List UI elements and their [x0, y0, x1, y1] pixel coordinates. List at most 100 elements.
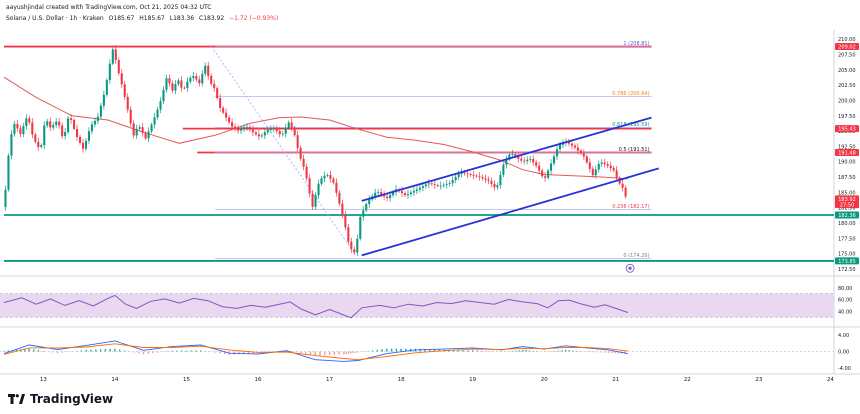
rsi-level-label: 60.00: [838, 298, 852, 304]
candle-body: [186, 81, 189, 88]
candle-body: [555, 149, 559, 157]
macd-line: [3, 340, 628, 362]
tradingview-logo-icon: [8, 394, 25, 404]
candle-body: [177, 80, 180, 85]
candle-body: [460, 172, 463, 174]
candle-body: [195, 76, 198, 80]
candle-body: [544, 176, 547, 178]
candle-body: [117, 60, 120, 74]
price-tag-label: 209.02: [838, 45, 856, 51]
candle-body: [251, 129, 254, 133]
price-tag: [835, 43, 859, 51]
candle-body: [99, 105, 102, 117]
x-tick-label: 20: [541, 377, 548, 383]
candle-body: [305, 166, 308, 179]
candle-body: [448, 183, 451, 184]
candle-body: [126, 96, 129, 110]
y-tick-label: 192.50: [838, 144, 856, 150]
macd-histogram-bar: [76, 351, 78, 352]
candle-body: [469, 174, 472, 175]
candle-body: [228, 117, 231, 123]
candle-body: [585, 156, 588, 163]
candle-body: [10, 134, 13, 156]
fib-level-label: 0 (174.20): [623, 253, 649, 259]
macd-histogram-bar: [252, 351, 254, 354]
candle-body: [463, 172, 466, 174]
x-tick-label: 15: [183, 377, 190, 383]
candle-body: [535, 162, 538, 166]
candle-body: [290, 122, 293, 128]
macd-histogram-bar: [99, 349, 102, 352]
candle-body: [386, 196, 389, 199]
candle-body: [362, 210, 365, 217]
candle-body: [105, 80, 108, 95]
macd-histogram-bar: [593, 351, 596, 353]
price-tag: [835, 201, 859, 209]
candle-body: [81, 142, 85, 149]
candle-body: [219, 97, 222, 108]
candle-body: [478, 176, 481, 178]
symbol-legend[interactable]: Solana / U.S. Dollar · 1h · Kraken O185.…: [6, 15, 281, 22]
candle-body: [547, 170, 550, 178]
macd-histogram-bar: [190, 350, 192, 352]
macd-histogram-bar: [90, 349, 92, 352]
macd-histogram-bar: [424, 349, 426, 352]
candle-body: [603, 162, 606, 165]
candle-body: [454, 177, 457, 181]
price-change: −1.72 (−0.93%): [229, 15, 279, 22]
macd-histogram-bar: [142, 351, 145, 355]
macd-histogram-bar: [564, 349, 567, 352]
macd-histogram-bar: [376, 349, 378, 352]
y-tick-label: 200.00: [838, 98, 856, 104]
candle-body: [242, 127, 246, 130]
macd-histogram-bar: [371, 350, 374, 352]
candle-body: [299, 147, 302, 159]
candle-body: [46, 121, 49, 126]
candle-body: [430, 183, 433, 185]
candle-body: [198, 79, 201, 84]
macd-histogram-bar: [525, 350, 528, 352]
macd-histogram-bar: [462, 350, 464, 352]
candle-body: [245, 127, 249, 128]
candle-body: [314, 195, 317, 207]
macd-histogram-bar: [3, 350, 5, 352]
y-tick-label: 210.00: [838, 37, 856, 43]
candle-body: [424, 184, 427, 187]
candle-body: [350, 241, 353, 250]
y-tick-label: 197.50: [838, 114, 856, 120]
macd-histogram-bar: [195, 350, 197, 352]
candle-body: [78, 136, 82, 143]
x-tick-label: 23: [755, 377, 762, 383]
candle-body: [70, 118, 73, 120]
macd-histogram-bar: [386, 348, 388, 352]
macd-histogram-bar: [61, 351, 64, 353]
candle-body: [28, 118, 31, 123]
candle-body: [553, 156, 556, 164]
macd-histogram-bar: [333, 351, 336, 355]
macd-histogram-bar: [457, 350, 460, 352]
candle-body: [484, 178, 487, 180]
candle-body: [550, 163, 553, 171]
candle-body: [383, 194, 386, 197]
tradingview-brand[interactable]: TradingView: [8, 392, 113, 406]
candle-body: [526, 159, 529, 162]
ohlc-low: L183.36: [169, 15, 195, 22]
fib-level-label: 0.236 (182.17): [612, 204, 649, 210]
candle-body: [338, 192, 341, 204]
macd-histogram-bar: [223, 351, 226, 355]
macd-histogram-bar: [324, 351, 326, 356]
candle-body: [344, 214, 347, 228]
candle-body: [254, 132, 257, 135]
candle-body: [573, 145, 576, 148]
candle-body: [138, 127, 141, 129]
author-line: aayushjindal created with TradingView.co…: [6, 4, 212, 11]
macd-histogram-bar: [405, 348, 407, 352]
macd-histogram-bar: [357, 351, 359, 353]
fib-level-label: 0.618 (195.59): [612, 122, 649, 128]
price-tag: [835, 211, 859, 219]
macd-histogram-bar: [133, 351, 135, 353]
macd-histogram-bar: [37, 350, 40, 352]
candle-body: [269, 129, 272, 131]
macd-histogram-bar: [56, 351, 59, 354]
